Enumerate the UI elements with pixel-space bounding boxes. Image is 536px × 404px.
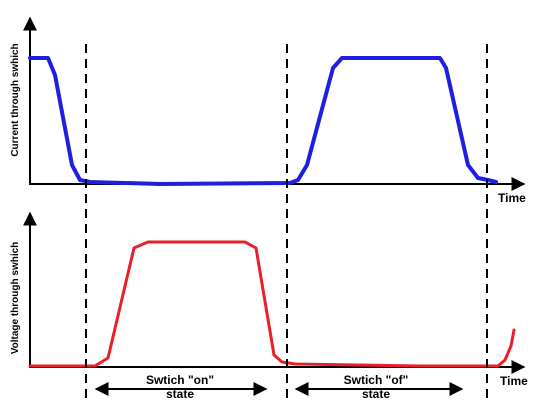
bottom-y-axis-label: Voltage through swhich: [10, 242, 21, 355]
bottom-x-axis-label: Time: [500, 374, 528, 388]
current-waveform: [28, 56, 498, 186]
on-state-annotation: Swtich "on" state: [94, 373, 268, 401]
transition-markers: [85, 44, 488, 399]
top-y-axis-label: Current through swhich: [10, 43, 21, 156]
off-state-annotation: Swtich "of" state: [294, 373, 464, 401]
bottom-plot: Voltage through swhich Time: [10, 211, 528, 388]
off-state-label-line1: Swtich "of": [344, 373, 409, 387]
on-state-label-line2: state: [166, 387, 194, 399]
top-x-axis-label: Time: [498, 191, 526, 205]
voltage-waveform: [28, 240, 516, 368]
on-state-label-line1: Swtich "on": [146, 373, 214, 387]
off-state-label-line2: state: [362, 387, 390, 399]
top-plot: Current through swhich Time: [10, 16, 526, 205]
